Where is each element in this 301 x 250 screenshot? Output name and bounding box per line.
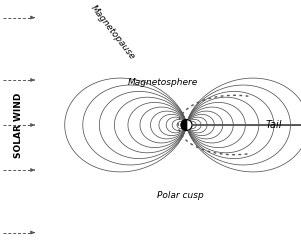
Text: Polar cusp: Polar cusp <box>157 190 204 200</box>
Text: Tail: Tail <box>266 120 282 130</box>
Text: SOLAR WIND: SOLAR WIND <box>14 92 23 158</box>
Text: Magnetopause: Magnetopause <box>89 4 137 61</box>
Wedge shape <box>187 120 192 130</box>
Wedge shape <box>181 120 187 130</box>
Text: Magnetosphere: Magnetosphere <box>127 78 198 87</box>
